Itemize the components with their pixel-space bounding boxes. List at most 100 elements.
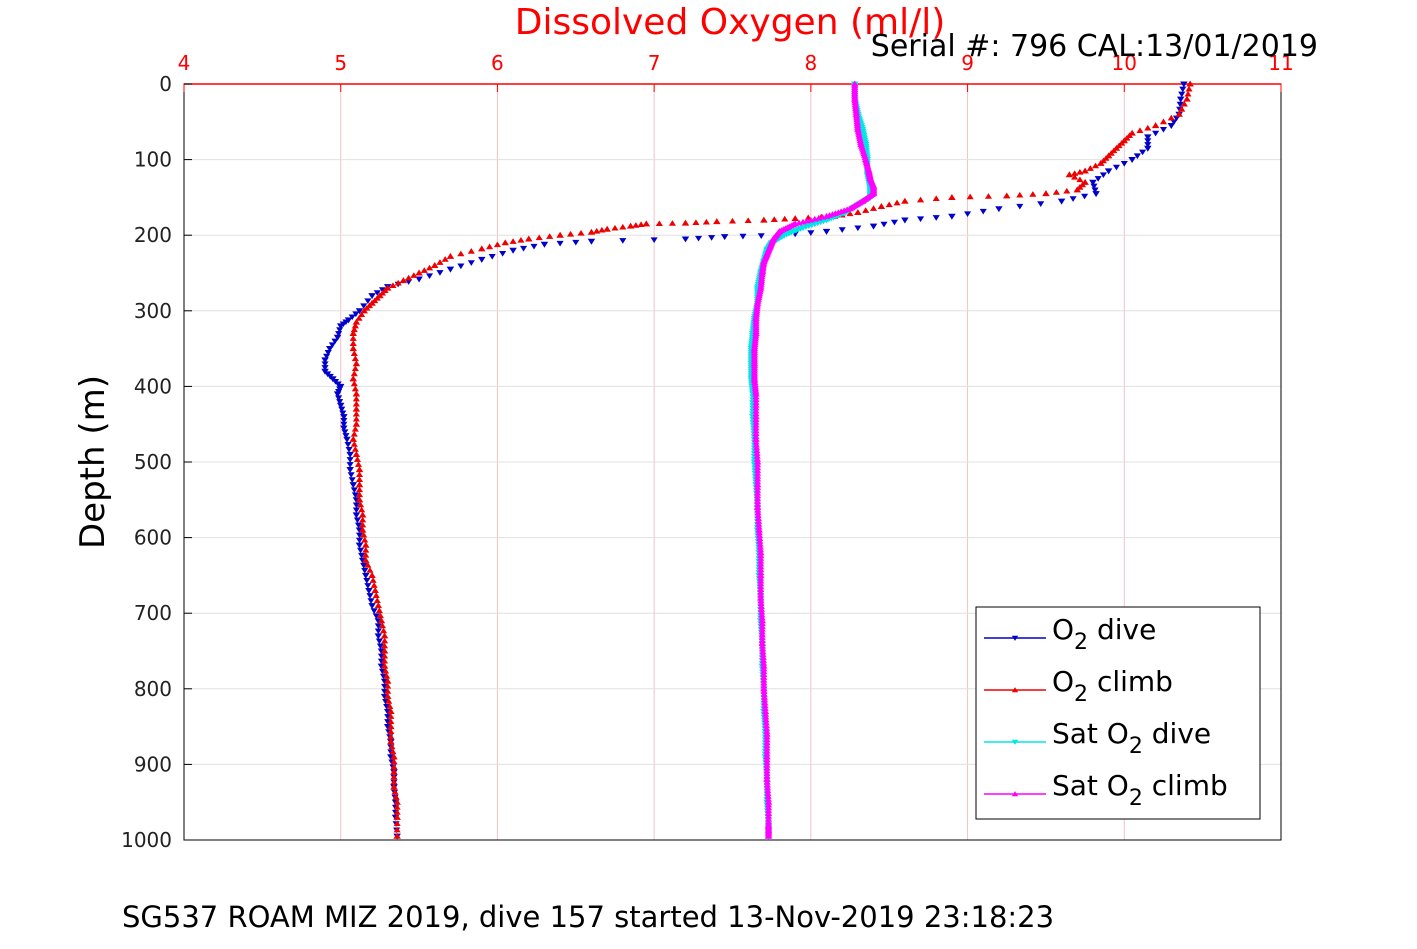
data-point <box>352 420 361 427</box>
data-point <box>1133 153 1141 160</box>
data-point <box>353 456 361 462</box>
data-point <box>626 222 635 229</box>
legend-entry-sat_climb: Sat O2 climb <box>984 769 1228 811</box>
y-tick-label: 600 <box>134 526 172 550</box>
data-point <box>681 219 690 226</box>
y-tick-label: 400 <box>134 374 172 398</box>
data-point <box>964 211 972 218</box>
data-point <box>351 446 359 452</box>
data-point <box>932 195 940 202</box>
data-point <box>338 406 346 413</box>
data-point <box>351 365 359 372</box>
data-point <box>340 418 348 424</box>
data-point <box>358 552 366 559</box>
data-point <box>352 311 360 318</box>
data-point <box>349 345 357 352</box>
data-point <box>885 201 893 208</box>
data-point <box>321 361 329 367</box>
data-point <box>795 219 803 226</box>
data-point <box>1097 159 1105 166</box>
data-point <box>499 250 507 257</box>
data-point <box>1029 191 1037 197</box>
data-point <box>382 667 390 674</box>
data-point <box>405 274 413 281</box>
legend-marker <box>1011 739 1019 745</box>
data-point <box>393 832 401 839</box>
x-tick-label: 5 <box>334 51 347 75</box>
data-point <box>328 342 336 349</box>
x-tick-label: 8 <box>804 51 817 75</box>
data-point <box>1071 173 1079 180</box>
data-point <box>611 224 619 231</box>
data-point <box>415 276 423 283</box>
data-point <box>917 196 925 203</box>
data-point <box>352 360 361 367</box>
data-point <box>1065 171 1074 178</box>
data-point <box>340 421 348 428</box>
y-tick-label: 900 <box>134 752 172 776</box>
x-tick-label: 10 <box>1112 51 1137 75</box>
data-point <box>1151 122 1160 129</box>
legend-label: O2 dive <box>1052 613 1156 655</box>
data-point <box>1081 193 1089 200</box>
series-sat_climb <box>750 80 878 839</box>
legend-label: O2 climb <box>1052 665 1173 707</box>
x-axis-ticks: 4 5 6 7 8 9 10 11 <box>178 51 1294 92</box>
data-point <box>1159 126 1168 133</box>
data-point <box>373 294 381 301</box>
data-point <box>369 577 377 583</box>
data-point <box>1076 168 1084 175</box>
data-point <box>509 238 517 244</box>
data-point <box>388 743 396 750</box>
data-point <box>370 582 378 588</box>
data-point <box>393 826 401 833</box>
y-tick-label: 800 <box>134 677 172 701</box>
data-point <box>546 233 554 239</box>
data-point <box>1073 186 1082 193</box>
data-point <box>1090 183 1098 190</box>
data-point <box>1176 101 1184 108</box>
data-point <box>819 213 827 220</box>
data-point <box>1179 86 1187 93</box>
data-point <box>501 239 510 246</box>
data-point <box>331 338 339 345</box>
data-point <box>358 506 366 513</box>
data-point <box>446 266 455 273</box>
data-point <box>556 231 564 238</box>
data-point <box>1178 91 1186 98</box>
legend-box <box>975 606 1261 820</box>
data-point <box>368 603 376 610</box>
x-tick-label: 11 <box>1268 51 1293 75</box>
data-point <box>486 243 494 250</box>
data-point <box>351 492 359 499</box>
data-point <box>349 375 357 382</box>
y-axis-ticks: 0 100 200 300 400 500 600 700 800 900 1000 <box>121 72 192 852</box>
data-point <box>739 233 747 240</box>
data-point <box>1063 187 1071 194</box>
data-point <box>366 567 374 573</box>
data-point <box>340 414 348 421</box>
data-point <box>352 507 360 514</box>
data-point <box>374 628 382 635</box>
data-point <box>373 290 381 296</box>
data-point <box>692 219 700 225</box>
legend-marker <box>1011 791 1019 797</box>
data-point <box>587 238 596 245</box>
data-point <box>713 218 721 225</box>
data-point <box>1184 90 1192 97</box>
data-point <box>979 208 987 215</box>
data-point <box>380 627 388 634</box>
data-point <box>351 425 359 432</box>
data-point <box>361 536 369 543</box>
data-point <box>702 218 710 225</box>
x-tick-label: 7 <box>648 51 661 75</box>
data-point <box>1076 176 1084 183</box>
data-point <box>1180 81 1188 88</box>
data-point <box>1110 147 1118 154</box>
y-tick-label: 200 <box>134 223 172 247</box>
data-point <box>350 487 358 493</box>
data-point <box>378 622 387 629</box>
data-point <box>326 346 334 353</box>
